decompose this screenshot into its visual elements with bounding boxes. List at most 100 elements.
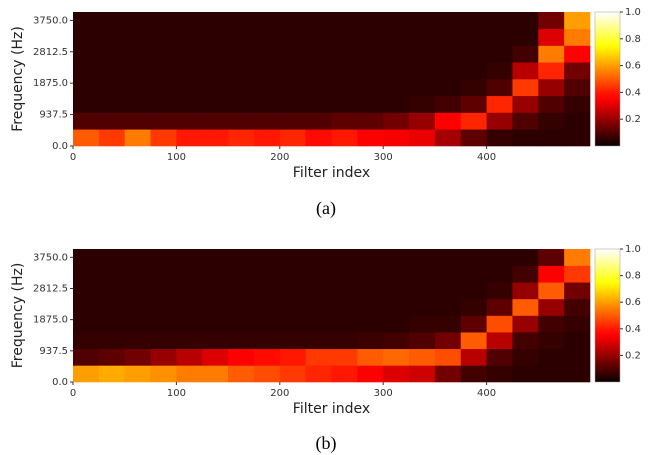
heatmap-cell (253, 298, 281, 316)
heatmap-cell (383, 348, 410, 366)
heatmap-cell (512, 315, 539, 333)
heatmap-cell (512, 249, 539, 266)
heatmap-cell (176, 265, 203, 283)
heatmap-cell (460, 298, 487, 316)
heatmap-cell (486, 365, 513, 383)
heatmap-cell (383, 79, 410, 97)
heatmap-cell (357, 265, 384, 283)
heatmap-cell (124, 112, 151, 130)
heatmap-cell (253, 28, 281, 46)
heatmap-cell (409, 12, 436, 30)
heatmap-cell (331, 12, 358, 30)
heatmap-cell (460, 45, 487, 63)
heatmap-cell (331, 79, 358, 97)
heatmap-cell (383, 62, 410, 80)
heatmap-cell (305, 332, 332, 350)
heatmap-cell (486, 12, 513, 30)
heatmap-cell (124, 45, 151, 63)
colorbar-tick-label: 0.2 (625, 114, 641, 125)
heatmap-cell (434, 282, 462, 300)
heatmap-cell (383, 365, 410, 383)
heatmap-cell (331, 298, 358, 316)
heatmap-cell (176, 129, 203, 147)
heatmap-cell (73, 129, 100, 147)
heatmap-cell (357, 332, 384, 350)
y-axis-label: Frequency (Hz) (10, 26, 26, 132)
heatmap-cell (564, 332, 591, 350)
heatmap-cell (434, 12, 462, 30)
colorbar (594, 11, 621, 147)
heatmap-cell (357, 315, 384, 333)
heatmap-cell (460, 315, 487, 333)
heatmap-cell (98, 112, 125, 130)
heatmap-cell (305, 12, 332, 30)
heatmap-cell (383, 315, 410, 333)
heatmap-cell (512, 129, 539, 147)
heatmap-cell (383, 249, 410, 266)
heatmap-cell (228, 348, 255, 366)
colorbar-tick-label: 0.4 (625, 324, 641, 335)
heatmap-cell (202, 79, 229, 97)
heatmap-cell (73, 62, 100, 80)
heatmap-cell (486, 62, 513, 80)
heatmap-cell (150, 79, 177, 97)
colorbar-tick-label: 0.8 (625, 34, 641, 45)
heatmap-cell (150, 28, 177, 46)
heatmap-cell (228, 265, 255, 283)
heatmap-cell (150, 282, 177, 300)
heatmap-cell (279, 265, 306, 283)
heatmap-cell (409, 249, 436, 266)
heatmap-cell (331, 45, 358, 63)
heatmap-cell (538, 79, 565, 97)
heatmap-cell (150, 62, 177, 80)
heatmap-cell (73, 315, 100, 333)
heatmap-cell (409, 365, 436, 383)
colorbar-tick-label: 0.6 (625, 297, 641, 308)
heatmap-cell (279, 365, 306, 383)
heatmap-cell (434, 315, 462, 333)
heatmap-cell (538, 365, 565, 383)
heatmap-cell (538, 129, 565, 147)
heatmap-cell (331, 95, 358, 113)
heatmap-cell (98, 315, 125, 333)
heatmap-cell (434, 62, 462, 80)
heatmap-cell (538, 249, 565, 266)
y-tick-label: 3750.0 (33, 252, 68, 263)
y-tick-label: 1875.0 (33, 315, 68, 326)
heatmap-cell (409, 282, 436, 300)
heatmap-cell (176, 298, 203, 316)
heatmap-cell (331, 129, 358, 147)
heatmap-cell (124, 28, 151, 46)
heatmap-cell (305, 28, 332, 46)
x-axis-label: Filter index (293, 165, 370, 181)
heatmap-cell (460, 95, 487, 113)
heatmap-cell (383, 265, 410, 283)
heatmap-cell (228, 315, 255, 333)
heatmap-cell (383, 95, 410, 113)
heatmap-cell (279, 315, 306, 333)
heatmap-cell (228, 249, 255, 266)
heatmap-cell (434, 348, 462, 366)
heatmap-cell (150, 365, 177, 383)
y-tick-label: 2812.5 (33, 47, 68, 58)
heatmap-cell (98, 265, 125, 283)
heatmap-cell (73, 298, 100, 316)
heatmap-cell (176, 315, 203, 333)
heatmap-cell (73, 112, 100, 130)
heatmap-cell (124, 298, 151, 316)
heatmap-cell (202, 315, 229, 333)
heatmap-cell (150, 298, 177, 316)
heatmap-cell (98, 365, 125, 383)
heatmap-cell (512, 298, 539, 316)
heatmap-cell (512, 332, 539, 350)
heatmap-cell (228, 12, 255, 30)
heatmap-cell (409, 129, 436, 147)
heatmap-cell (279, 332, 306, 350)
heatmap-cell (486, 112, 513, 130)
heatmap-cell (73, 249, 100, 266)
heatmap-cell (98, 298, 125, 316)
heatmap-cell (331, 282, 358, 300)
heatmap-cell (73, 265, 100, 283)
heatmap-cell (564, 79, 591, 97)
